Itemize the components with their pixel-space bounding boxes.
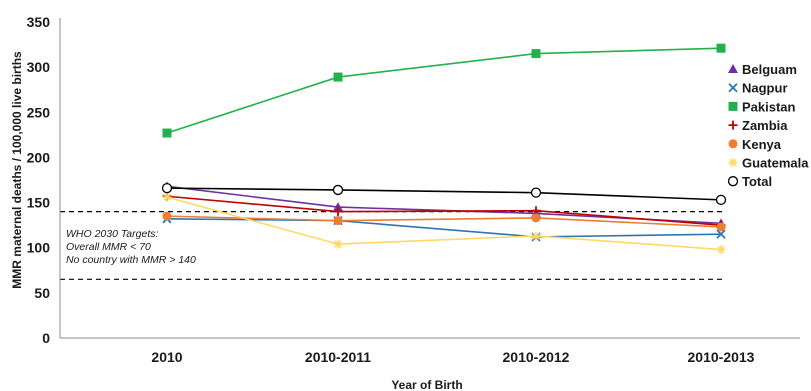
data-point-zambia bbox=[333, 207, 343, 217]
legend-marker-guatemala bbox=[728, 158, 738, 167]
series-line-zambia bbox=[166, 195, 722, 226]
data-point-pakistan bbox=[716, 43, 726, 53]
series-line-pakistan bbox=[166, 47, 722, 134]
series-line-nagpur bbox=[166, 218, 722, 238]
legend-item-belguam: Belguam bbox=[728, 62, 797, 77]
series-lines bbox=[166, 47, 722, 251]
x-tick-label: 2010-2012 bbox=[503, 349, 570, 365]
annotation-line: No country with MMR > 140 bbox=[66, 254, 196, 266]
legend-marker-kenya bbox=[728, 139, 738, 149]
axes: 0 50 100 150 200 250 300 350 2010 2010-2011 2010-2… bbox=[27, 14, 800, 365]
y-tick-label: 250 bbox=[27, 104, 51, 120]
data-point-belguam bbox=[333, 202, 343, 212]
y-tick-label: 50 bbox=[34, 285, 50, 301]
data-point-total bbox=[332, 184, 344, 196]
y-axis-title: MMR maternal deaths / 100,000 live birth… bbox=[10, 51, 24, 289]
data-point-pakistan bbox=[333, 72, 343, 82]
legend-label-guatemala: Guatemala bbox=[742, 156, 809, 171]
data-point-nagpur bbox=[716, 229, 726, 239]
data-point-total bbox=[715, 194, 727, 206]
data-point-pakistan bbox=[162, 128, 172, 138]
y-tick-label: 200 bbox=[27, 149, 51, 165]
y-tick-label: 100 bbox=[27, 240, 51, 256]
data-point-pakistan bbox=[531, 49, 541, 59]
data-point-guatemala bbox=[333, 239, 343, 249]
series-line-guatemala bbox=[166, 196, 722, 251]
legend-item-kenya: Kenya bbox=[728, 137, 782, 152]
legend-label-total: Total bbox=[742, 174, 772, 189]
y-tick-label: 350 bbox=[27, 14, 51, 30]
reference-lines bbox=[60, 211, 724, 280]
series-markers bbox=[161, 43, 727, 255]
data-point-total bbox=[530, 187, 542, 198]
data-point-kenya bbox=[162, 211, 172, 221]
legend-item-total: Total bbox=[727, 174, 772, 189]
data-point-guatemala bbox=[716, 245, 726, 255]
legend-label-zambia: Zambia bbox=[742, 118, 788, 133]
series-line-total bbox=[166, 187, 722, 201]
data-point-guatemala bbox=[531, 231, 541, 241]
legend-label-kenya: Kenya bbox=[742, 137, 782, 152]
y-tick-label: 300 bbox=[27, 59, 51, 75]
annotation-line: WHO 2030 Targets: bbox=[66, 228, 158, 240]
legend-item-pakistan: Pakistan bbox=[728, 99, 796, 114]
legend: Belguam Nagpur Pakistan Zambia Kenya Guatemal… bbox=[727, 62, 809, 189]
x-axis-title: Year of Birth bbox=[391, 378, 462, 391]
legend-label-nagpur: Nagpur bbox=[742, 81, 788, 96]
x-tick-label: 2010 bbox=[151, 349, 182, 365]
data-point-kenya bbox=[716, 222, 726, 232]
legend-item-guatemala: Guatemala bbox=[728, 156, 809, 171]
legend-marker-pakistan bbox=[728, 101, 738, 111]
legend-label-belguam: Belguam bbox=[742, 62, 797, 77]
legend-marker-total bbox=[727, 176, 739, 187]
y-tick-label: 0 bbox=[42, 330, 50, 346]
legend-label-pakistan: Pakistan bbox=[742, 99, 796, 114]
x-tick-label: 2010-2011 bbox=[305, 349, 371, 365]
data-point-kenya bbox=[531, 213, 541, 223]
legend-item-nagpur: Nagpur bbox=[728, 81, 788, 96]
legend-item-zambia: Zambia bbox=[728, 118, 788, 133]
annotation-line: Overall MMR < 70 bbox=[66, 241, 151, 253]
series-line-kenya bbox=[166, 215, 722, 228]
legend-marker-nagpur bbox=[728, 83, 738, 93]
y-tick-label: 150 bbox=[27, 195, 51, 211]
data-point-kenya bbox=[333, 216, 343, 226]
legend-marker-zambia bbox=[728, 120, 738, 130]
x-tick-label: 2010-2013 bbox=[688, 349, 755, 365]
data-point-total bbox=[161, 182, 173, 194]
legend-marker-belguam bbox=[728, 64, 738, 73]
data-point-guatemala bbox=[162, 192, 172, 202]
